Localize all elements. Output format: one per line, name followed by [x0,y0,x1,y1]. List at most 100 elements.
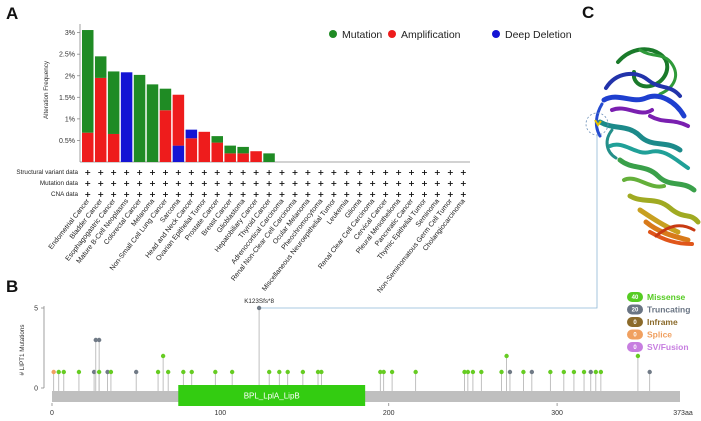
data-type-marker: + [447,168,454,177]
data-type-marker: + [97,168,104,177]
lollipop-head-truncating[interactable] [133,369,139,375]
lollipop-head-missense[interactable] [598,369,604,375]
y-tick-label-a: 2% [65,73,75,80]
lollipop-head-missense[interactable] [229,369,235,375]
lollipop-head-missense[interactable] [465,369,471,375]
bar-mutation[interactable] [107,71,120,134]
lollipop-head-missense[interactable] [61,369,66,375]
data-type-marker: + [330,168,337,177]
bar-deep-deletion[interactable] [120,72,133,162]
lollipop-head-missense[interactable] [462,369,467,375]
lollipop-head-missense[interactable] [181,369,186,375]
lollipop-head-missense[interactable] [319,369,324,375]
data-type-marker: + [201,190,208,199]
bar-mutation[interactable] [263,153,275,162]
y-tick-label-b: 5 [34,306,38,313]
data-type-marker: + [292,179,299,188]
lollipop-head-missense[interactable] [165,369,171,375]
bar-amplification[interactable] [107,133,120,162]
lollipop-head-missense[interactable] [266,369,272,375]
lollipop-head-missense[interactable] [96,369,102,375]
lollipop-head-missense[interactable] [160,353,166,359]
bar-amplification[interactable] [198,131,211,162]
lollipop-head-truncating[interactable] [256,305,262,311]
lollipop-head-missense[interactable] [413,369,418,375]
bar-amplification[interactable] [224,153,236,162]
data-type-marker: + [382,190,389,199]
lollipop-head-missense[interactable] [521,369,526,375]
bar-amplification[interactable] [172,94,185,146]
lollipop-head-truncating[interactable] [529,369,535,375]
mutation-annotation-label: K123Sfs*8 [244,298,274,305]
lollipop-head-missense[interactable] [581,369,587,375]
data-type-marker: + [136,168,143,177]
data-type-marker: + [253,179,260,188]
data-type-marker: + [408,190,415,199]
data-type-marker: + [317,190,324,199]
bar-amplification[interactable] [250,151,262,162]
bar-mutation[interactable] [94,56,107,78]
data-type-marker: + [369,190,376,199]
x-tick-label-b: 0 [50,410,54,417]
lollipop-head-missense[interactable] [56,369,61,375]
lollipop-head-missense[interactable] [300,369,306,375]
y-tick-label-a: 1% [65,116,75,123]
lollipop-head-missense[interactable] [155,369,161,375]
bar-mutation[interactable] [82,30,94,133]
lollipop-head-missense[interactable] [389,369,395,375]
y-tick-label-a: 3% [65,30,75,37]
lollipop-head-truncating[interactable] [93,337,98,343]
lollipop-head-missense[interactable] [277,369,282,375]
data-type-marker: + [136,179,143,188]
lollipop-head-truncating[interactable] [96,337,102,343]
lollipop-head-missense[interactable] [504,353,509,359]
lollipop-head-missense[interactable] [76,369,82,375]
lollipop-head-missense[interactable] [571,369,577,375]
data-type-row-label: Mutation data [40,180,79,187]
domain-label: BPL_LplA_LipB [244,392,300,401]
lollipop-head-missense[interactable] [315,369,321,375]
lollipop-head-truncating[interactable] [647,369,652,375]
lollipop-head-missense[interactable] [378,369,383,375]
bar-amplification[interactable] [82,132,94,162]
lollipop-head-missense[interactable] [285,369,290,375]
lollipop-head-missense[interactable] [561,369,567,375]
lollipop-head-missense[interactable] [213,369,218,375]
lollipop-head-missense[interactable] [635,353,641,359]
domain-bpl-lpla-lipb[interactable] [178,385,366,406]
legend-count-badge [627,329,643,340]
bar-amplification[interactable] [94,77,107,162]
data-type-marker: + [227,179,234,188]
bar-amplification[interactable] [237,153,249,162]
bar-mutation[interactable] [133,74,146,162]
bar-mutation[interactable] [146,84,159,162]
bar-mutation[interactable] [224,145,236,154]
lollipop-head-truncating[interactable] [507,369,513,375]
data-type-marker: + [201,168,208,177]
bar-deep-deletion[interactable] [185,129,198,139]
bar-amplification[interactable] [159,110,172,162]
bar-mutation[interactable] [237,146,249,154]
lollipop-head-missense[interactable] [470,369,476,375]
bar-amplification[interactable] [185,138,198,162]
lollipop-head-splice[interactable] [51,369,56,375]
lollipop-head-truncating[interactable] [105,369,110,375]
bar-amplification[interactable] [211,142,224,162]
data-type-marker: + [136,190,143,199]
bar-mutation[interactable] [159,88,172,111]
lollipop-head-missense[interactable] [479,369,484,375]
lollipop-head-missense[interactable] [108,369,114,375]
lollipop-head-missense[interactable] [381,369,386,375]
lollipop-head-truncating[interactable] [91,369,97,375]
data-type-marker: + [266,179,273,188]
lollipop-head-missense[interactable] [499,369,504,375]
lollipop-head-missense[interactable] [189,369,194,375]
bar-deep-deletion[interactable] [172,145,185,162]
data-type-marker: + [279,179,286,188]
lollipop-head-truncating[interactable] [588,369,593,375]
legend-count-badge [627,317,643,327]
lollipop-head-missense[interactable] [593,369,599,375]
lollipop-head-missense[interactable] [548,369,553,375]
bar-mutation[interactable] [211,136,224,143]
